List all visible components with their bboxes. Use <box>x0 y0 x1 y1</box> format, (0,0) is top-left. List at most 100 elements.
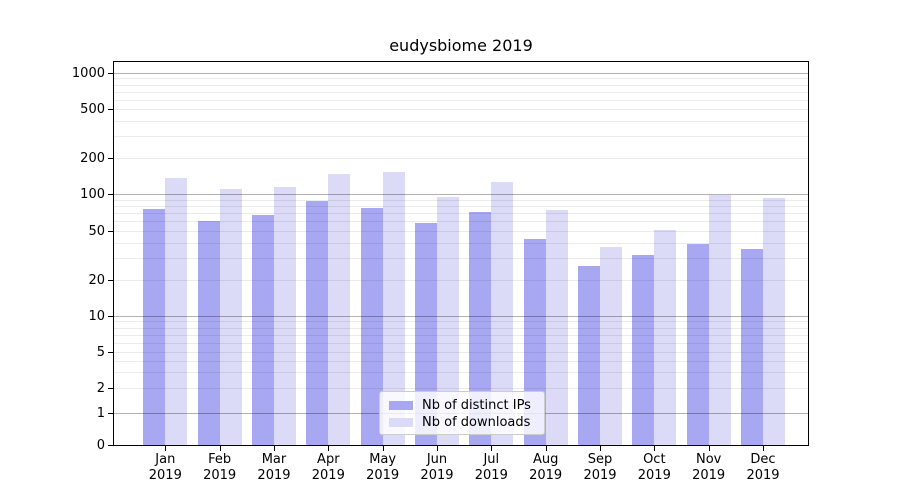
x-tick <box>219 446 221 451</box>
x-tick-label-month: Jul <box>483 452 500 467</box>
y-tick-label: 200 <box>80 150 105 166</box>
bar-distinct-ips-nov <box>686 244 709 445</box>
bar-downloads-jan <box>165 178 188 445</box>
y-gridline-minor <box>114 360 808 362</box>
y-gridline-minor <box>114 372 808 374</box>
bar-distinct-ips-feb <box>197 221 220 445</box>
y-tick-label: 1 <box>96 405 105 421</box>
bar-downloads-oct <box>654 229 677 445</box>
x-tick-label-month: Dec <box>750 452 776 467</box>
x-tick-label-month: May <box>369 452 397 467</box>
x-tick-label: Dec 2019 <box>733 452 793 484</box>
y-tick-label: 50 <box>88 223 105 239</box>
y-gridline-minor <box>114 213 808 215</box>
x-tick <box>491 446 493 451</box>
x-tick-label: Mar 2019 <box>244 452 304 484</box>
legend-item-downloads: Nb of downloads <box>389 414 535 431</box>
y-gridline-minor <box>114 199 808 201</box>
x-tick-label: Sep 2019 <box>570 452 630 484</box>
x-tick-label-year: 2019 <box>257 468 291 483</box>
y-tick-label: 1000 <box>71 65 105 81</box>
bar-distinct-ips-sep <box>577 265 600 445</box>
bar-distinct-ips-dec <box>740 248 763 445</box>
legend: Nb of distinct IPs Nb of downloads <box>379 391 545 435</box>
legend-swatch-downloads <box>389 418 413 427</box>
x-tick <box>436 446 438 451</box>
y-gridline-minor <box>114 109 808 110</box>
y-gridline-minor <box>114 120 808 122</box>
bar-downloads-sep <box>599 247 622 445</box>
legend-label-downloads: Nb of downloads <box>422 415 531 430</box>
y-gridline-major <box>114 73 808 74</box>
y-gridline-minor <box>114 205 808 207</box>
bar-distinct-ips-apr <box>306 201 329 445</box>
x-tick <box>273 446 275 451</box>
y-tick-label: 5 <box>96 344 105 360</box>
y-tick <box>108 445 113 446</box>
x-tick-label-year: 2019 <box>474 468 508 483</box>
y-tick <box>108 194 113 195</box>
x-tick-label-year: 2019 <box>366 468 400 483</box>
x-tick <box>762 446 764 451</box>
y-gridline-minor <box>114 136 808 138</box>
x-tick-label: Jul 2019 <box>461 452 521 484</box>
bar-downloads-mar <box>273 186 296 445</box>
y-gridline-minor <box>114 78 808 80</box>
y-gridline-major <box>114 194 808 195</box>
y-tick <box>108 109 113 110</box>
bar-distinct-ips-jun <box>414 223 437 445</box>
x-tick <box>599 446 601 451</box>
y-gridline-minor <box>114 334 808 336</box>
y-gridline-minor <box>114 321 808 323</box>
x-tick <box>328 446 330 451</box>
x-tick <box>382 446 384 451</box>
y-gridline-major <box>114 316 808 317</box>
y-tick-label: 10 <box>88 308 105 324</box>
bar-downloads-feb <box>219 189 242 445</box>
x-tick <box>654 446 656 451</box>
y-tick-label: 2 <box>96 380 105 396</box>
y-gridline-minor <box>114 342 808 344</box>
y-gridline-minor <box>114 242 808 244</box>
y-tick <box>108 231 113 232</box>
bar-downloads-jun <box>436 197 459 445</box>
bar-downloads-nov <box>708 195 731 445</box>
y-tick-label: 0 <box>96 437 105 453</box>
x-tick-label-month: Oct <box>643 452 666 467</box>
x-tick-label-month: Sep <box>587 452 613 467</box>
y-gridline-minor <box>114 84 808 86</box>
x-tick-label-year: 2019 <box>203 468 237 483</box>
y-tick-label: 100 <box>80 186 105 202</box>
y-tick <box>108 158 113 159</box>
y-tick <box>108 280 113 281</box>
bar-distinct-ips-may <box>360 207 383 445</box>
bar-downloads-jul <box>491 182 514 445</box>
x-tick-label: May 2019 <box>353 452 413 484</box>
x-tick-label-year: 2019 <box>583 468 617 483</box>
y-tick <box>108 316 113 317</box>
x-tick-label-year: 2019 <box>746 468 780 483</box>
plot-area <box>113 61 809 446</box>
x-tick-label-year: 2019 <box>420 468 454 483</box>
x-tick-label: Apr 2019 <box>298 452 358 484</box>
chart-title: eudysbiome 2019 <box>389 36 533 55</box>
bar-distinct-ips-mar <box>251 214 274 445</box>
x-tick-label-year: 2019 <box>311 468 345 483</box>
y-gridline-minor <box>114 221 808 223</box>
bar-distinct-ips-jul <box>469 211 492 445</box>
x-tick-label-year: 2019 <box>148 468 182 483</box>
x-tick-label-month: Feb <box>208 452 232 467</box>
y-gridline-minor <box>114 352 808 353</box>
y-gridline-minor <box>114 158 808 159</box>
x-tick-label-month: Jun <box>426 452 448 467</box>
y-gridline-minor <box>114 327 808 329</box>
y-tick-label: 500 <box>80 101 105 117</box>
y-tick-label: 20 <box>88 272 105 288</box>
x-tick-label-month: Jan <box>155 452 176 467</box>
x-tick-label-month: Mar <box>261 452 287 467</box>
y-gridline-minor <box>114 388 808 389</box>
x-tick <box>165 446 167 451</box>
x-tick-label: Jan 2019 <box>135 452 195 484</box>
x-tick-label: Oct 2019 <box>624 452 684 484</box>
